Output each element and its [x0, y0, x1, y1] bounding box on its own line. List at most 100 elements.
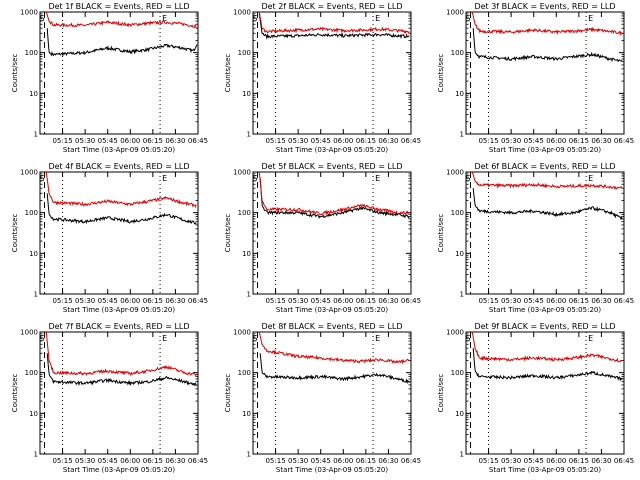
panel-title: Det 4f BLACK = Events, RED = LLD: [48, 162, 189, 171]
x-tick-label: 06:15: [569, 297, 589, 305]
x-tick-label: 06:00: [333, 137, 353, 145]
x-tick-label: 05:15: [52, 137, 72, 145]
end-marker-label: E: [375, 14, 380, 23]
plot-frame: [465, 331, 625, 455]
y-tick-label: 1: [247, 131, 251, 139]
start-marker-label: S: [253, 174, 258, 183]
plot-frame: [252, 171, 412, 295]
plot-frame: [252, 331, 412, 455]
y-axis-label: Counts/sec: [437, 214, 445, 253]
x-axis-label: Start Time (03-Apr-09 05:05:20): [489, 146, 601, 154]
y-tick-label: 10: [29, 410, 38, 418]
x-tick-label: 05:45: [98, 137, 118, 145]
y-axis-label: Counts/sec: [11, 54, 19, 93]
x-tick-label: 06:30: [591, 137, 611, 145]
y-tick-label: 100: [238, 369, 251, 377]
y-tick-label: 100: [238, 49, 251, 57]
y-tick-label: 1000: [233, 9, 251, 17]
plot-frame: [465, 11, 625, 135]
x-tick-label: 06:00: [546, 297, 566, 305]
x-tick-label: 06:30: [165, 297, 185, 305]
events-series-line: [472, 28, 623, 63]
y-axis-label: Counts/sec: [224, 54, 232, 93]
x-tick-label: 06:00: [546, 137, 566, 145]
x-tick-label: 06:15: [569, 457, 589, 465]
panel-title: Det 1f BLACK = Events, RED = LLD: [48, 2, 189, 11]
panel-title: Det 3f BLACK = Events, RED = LLD: [474, 2, 615, 11]
lld-series-line: [471, 171, 623, 190]
y-tick-label: 1000: [20, 329, 38, 337]
y-tick-label: 100: [25, 369, 38, 377]
x-axis-label: Start Time (03-Apr-09 05:05:20): [276, 306, 388, 314]
y-tick-label: 100: [25, 209, 38, 217]
x-tick-label: 06:45: [401, 297, 421, 305]
y-tick-label: 100: [451, 209, 464, 217]
y-axis-label: Counts/sec: [437, 374, 445, 413]
y-tick-label: 1000: [446, 9, 464, 17]
y-tick-label: 1: [34, 451, 38, 459]
x-tick-label: 06:45: [614, 137, 634, 145]
panel-title: Det 8f BLACK = Events, RED = LLD: [261, 322, 402, 331]
y-tick-label: 10: [455, 410, 464, 418]
y-tick-label: 1: [34, 131, 38, 139]
plot-frame: [39, 171, 199, 295]
lld-series-line: [471, 331, 623, 363]
y-tick-label: 1000: [20, 169, 38, 177]
x-axis-label: Start Time (03-Apr-09 05:05:20): [63, 466, 175, 474]
x-tick-label: 06:45: [401, 137, 421, 145]
lld-series-line: [45, 11, 197, 29]
y-tick-label: 100: [25, 49, 38, 57]
x-tick-label: 06:00: [120, 457, 140, 465]
y-tick-label: 10: [242, 250, 251, 258]
x-tick-label: 06:15: [356, 297, 376, 305]
plot-frame: [465, 171, 625, 295]
detector-panel-3: Det 3f BLACK = Events, RED = LLD 1 10 100 10…: [437, 2, 634, 154]
x-axis-label: Start Time (03-Apr-09 05:05:20): [276, 466, 388, 474]
x-axis-label: Start Time (03-Apr-09 05:05:20): [63, 306, 175, 314]
plot-frame: [39, 331, 199, 455]
y-axis-label: Counts/sec: [437, 54, 445, 93]
detector-panel-4: Det 4f BLACK = Events, RED = LLD 1 10 100 10…: [11, 162, 208, 314]
x-tick-label: 05:45: [98, 297, 118, 305]
y-tick-label: 1: [247, 291, 251, 299]
x-tick-label: 05:45: [524, 297, 544, 305]
x-tick-label: 06:30: [378, 297, 398, 305]
events-series-line: [259, 178, 410, 219]
start-marker-label: S: [40, 334, 45, 343]
x-tick-label: 05:45: [311, 297, 331, 305]
x-tick-label: 06:30: [591, 457, 611, 465]
events-series-line: [258, 13, 410, 40]
start-marker-label: S: [466, 334, 471, 343]
panel-title: Det 7f BLACK = Events, RED = LLD: [48, 322, 189, 331]
x-tick-label: 06:45: [614, 297, 634, 305]
x-tick-label: 06:15: [143, 297, 163, 305]
x-tick-label: 05:45: [98, 457, 118, 465]
y-tick-label: 100: [451, 49, 464, 57]
y-axis-label: Counts/sec: [224, 374, 232, 413]
x-tick-label: 06:30: [378, 457, 398, 465]
end-marker-label: E: [162, 174, 167, 183]
end-marker-label: E: [588, 334, 593, 343]
start-marker-label: S: [253, 14, 258, 23]
x-tick-label: 05:30: [501, 297, 521, 305]
end-marker-label: E: [375, 334, 380, 343]
lld-series-line: [258, 171, 410, 216]
y-tick-label: 1000: [20, 9, 38, 17]
events-series-line: [472, 348, 623, 382]
events-series-line: [472, 188, 623, 221]
x-tick-label: 06:45: [188, 457, 208, 465]
x-tick-label: 06:45: [188, 297, 208, 305]
x-tick-label: 05:45: [524, 137, 544, 145]
end-marker-label: E: [588, 174, 593, 183]
detector-panel-1: Det 1f BLACK = Events, RED = LLD 1 10 100 10…: [11, 2, 208, 154]
panel-title: Det 5f BLACK = Events, RED = LLD: [261, 162, 402, 171]
start-marker-label: S: [466, 174, 471, 183]
x-tick-label: 06:00: [333, 297, 353, 305]
panel-title: Det 6f BLACK = Events, RED = LLD: [474, 162, 615, 171]
y-tick-label: 1: [460, 451, 464, 459]
x-tick-label: 06:15: [569, 137, 589, 145]
x-tick-label: 06:00: [333, 457, 353, 465]
start-marker-label: S: [40, 14, 45, 23]
x-axis-label: Start Time (03-Apr-09 05:05:20): [489, 466, 601, 474]
